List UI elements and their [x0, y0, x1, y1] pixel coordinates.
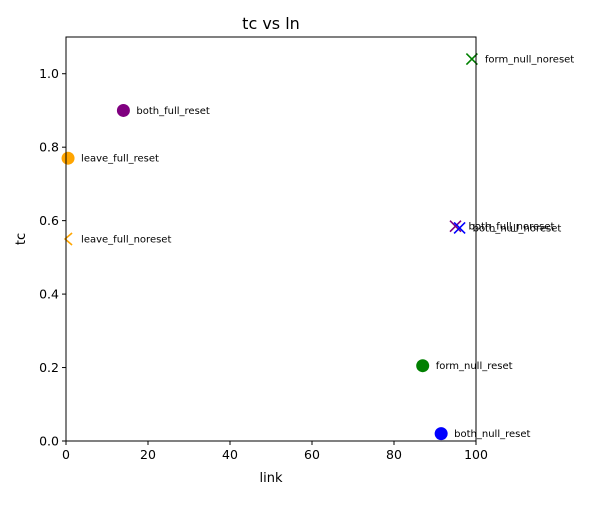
y-axis-label: tc	[14, 233, 29, 245]
x-marker	[453, 221, 466, 235]
x-tick-label: 40	[222, 447, 238, 462]
y-tick-label: 0.0	[39, 434, 59, 449]
point-label: both_full_reset	[136, 106, 210, 117]
y-tick-label: 0.4	[39, 287, 59, 302]
plot-frame	[65, 36, 477, 442]
data-point: both_null_noreset	[453, 221, 562, 235]
point-label: leave_full_reset	[81, 154, 159, 165]
x-tick-label: 0	[62, 447, 70, 462]
axis-ticks: 0 20 40 60 80 100 0.0 0.2 0.4 0.6 0.8 1.0	[39, 66, 488, 462]
x-tick-label: 20	[140, 447, 156, 462]
point-label: form_null_reset	[436, 361, 513, 372]
x-tick-label: 60	[304, 447, 320, 462]
y-tick-label: 0.6	[39, 213, 59, 228]
data-point: both_full_reset	[116, 103, 210, 117]
point-label: leave_full_noreset	[81, 235, 171, 246]
plot-marks: form_null_noreset both_full_reset leave_fu…	[61, 52, 574, 441]
caret-marker	[63, 232, 73, 246]
x-tick-label: 80	[386, 447, 402, 462]
circle-marker	[61, 151, 75, 165]
data-point: leave_full_noreset	[63, 232, 171, 246]
data-point: both_null_reset	[434, 427, 531, 441]
point-label: both_null_reset	[454, 429, 530, 440]
y-tick-label: 0.8	[39, 140, 59, 155]
data-point: form_null_reset	[416, 359, 513, 373]
point-label: form_null_noreset	[485, 55, 574, 66]
data-point: form_null_noreset	[465, 52, 574, 66]
data-point: both_full_noreset	[449, 220, 555, 233]
x-axis-label: link	[260, 471, 283, 486]
point-label: both_full_noreset	[469, 222, 555, 233]
circle-marker	[416, 359, 430, 373]
y-tick-label: 0.2	[39, 360, 59, 375]
point-label: both_null_noreset	[473, 223, 562, 234]
circle-marker	[434, 427, 448, 441]
chart-title: tc vs ln	[242, 14, 300, 33]
circle-marker	[116, 103, 130, 117]
data-point: leave_full_reset	[61, 151, 159, 165]
y-tick-label: 1.0	[39, 66, 59, 81]
x-tick-label: 100	[464, 447, 488, 462]
x-marker	[449, 220, 462, 233]
